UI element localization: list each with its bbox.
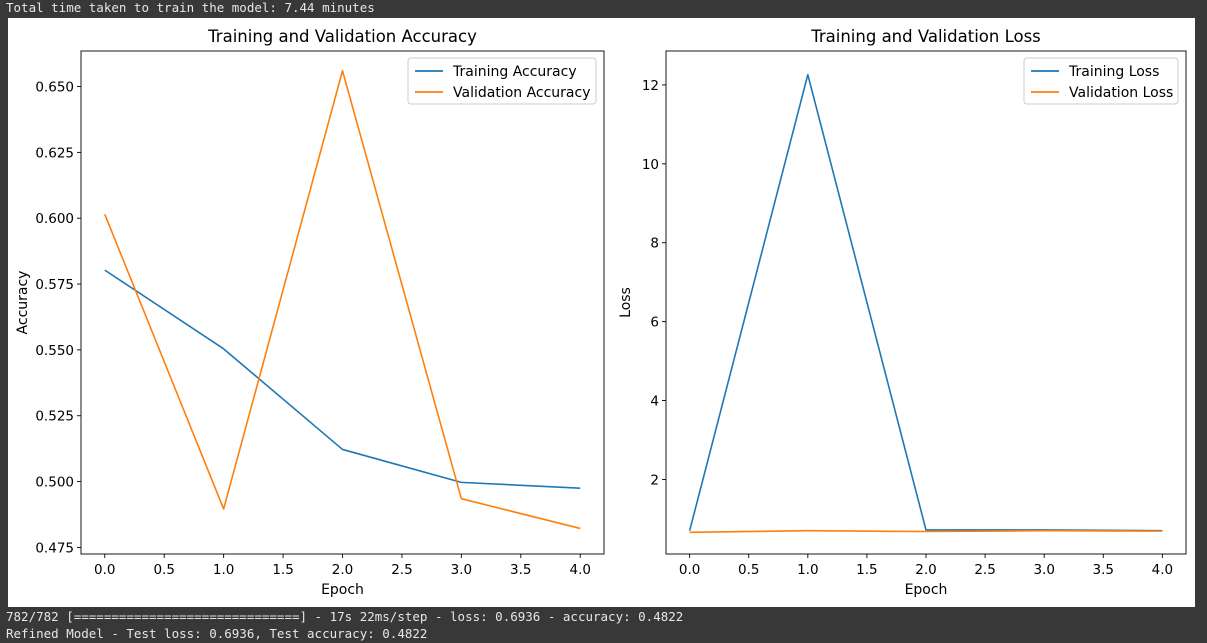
accuracy-x-tick-label: 0.0	[94, 562, 115, 578]
loss-x-tick-label: 0.5	[738, 562, 759, 578]
accuracy-chart: Training and Validation Accuracy 0.0 0.5 1.…	[15, 27, 605, 598]
accuracy-legend: Training Accuracy Validation Accuracy	[407, 57, 597, 105]
loss-chart-title: Training and Validation Loss	[810, 27, 1041, 46]
accuracy-y-tick-label: 0.500	[35, 475, 74, 491]
loss-y-tick-label: 8	[650, 236, 659, 252]
accuracy-series-line-1	[104, 269, 581, 489]
accuracy-y-tick-label: 0.575	[35, 277, 74, 293]
accuracy-x-tick-label: 1.5	[272, 562, 293, 578]
loss-y-tick-label: 12	[642, 78, 659, 94]
accuracy-y-tick-label: 0.550	[35, 343, 74, 359]
accuracy-plot-frame	[80, 50, 605, 555]
accuracy-x-tick-label: 3.5	[510, 562, 531, 578]
accuracy-x-axis-label: Epoch	[321, 582, 364, 598]
loss-legend: Training Loss Validation Loss	[1023, 57, 1179, 105]
loss-plot-frame	[665, 50, 1187, 555]
console-output-result: Refined Model - Test loss: 0.6936, Test …	[6, 626, 428, 641]
accuracy-y-tick-label: 0.525	[35, 409, 74, 425]
accuracy-x-tick-label: 2.5	[391, 562, 412, 578]
loss-y-tick-label: 2	[650, 472, 659, 488]
accuracy-y-tick-label: 0.650	[35, 80, 74, 96]
loss-y-tick-label: 4	[650, 394, 659, 410]
accuracy-legend-box	[407, 57, 597, 105]
accuracy-x-tick-label: 3.0	[451, 562, 472, 578]
accuracy-y-tick-label: 0.625	[35, 145, 74, 161]
accuracy-chart-title: Training and Validation Accuracy	[207, 27, 477, 46]
figure-panel: Training and Validation Accuracy 0.0 0.5 1.…	[8, 18, 1195, 607]
loss-y-axis-label: Loss	[618, 287, 634, 318]
charts-figure: Training and Validation Accuracy 0.0 0.5 1.…	[15, 27, 1187, 598]
accuracy-x-tick-label: 0.5	[153, 562, 174, 578]
accuracy-y-tick-label: 0.475	[35, 540, 74, 556]
loss-series-line-2	[689, 529, 1163, 534]
loss-series-line-1	[688, 73, 1163, 532]
accuracy-x-tick-label: 2.0	[332, 562, 353, 578]
accuracy-x-tick-label: 1.0	[213, 562, 234, 578]
loss-chart: Training and Validation Loss 0.0 0.5 1.0 1.5…	[618, 27, 1187, 598]
accuracy-y-axis-label: Accuracy	[15, 271, 31, 335]
accuracy-series-line-2	[104, 69, 581, 530]
console-output-top: Total time taken to train the model: 7.4…	[6, 0, 375, 15]
loss-legend-label-2: Validation Loss	[1069, 85, 1173, 101]
accuracy-x-tick-label: 4.0	[569, 562, 590, 578]
loss-x-tick-label: 1.0	[797, 562, 818, 578]
accuracy-legend-label-1: Training Accuracy	[452, 64, 577, 80]
loss-x-tick-label: 2.0	[915, 562, 936, 578]
loss-x-tick-label: 3.0	[1033, 562, 1054, 578]
accuracy-y-tick-label: 0.600	[35, 211, 74, 227]
loss-y-tick-label: 10	[642, 157, 659, 173]
loss-x-tick-label: 2.5	[974, 562, 995, 578]
loss-x-tick-label: 4.0	[1152, 562, 1173, 578]
loss-legend-label-1: Training Loss	[1068, 64, 1159, 80]
console-output-progress: 782/782 [==============================]…	[6, 609, 684, 624]
loss-legend-box	[1023, 57, 1179, 105]
loss-y-tick-label: 6	[650, 315, 659, 331]
loss-x-tick-label: 0.0	[679, 562, 700, 578]
loss-x-axis-label: Epoch	[905, 582, 948, 598]
loss-x-tick-label: 3.5	[1093, 562, 1114, 578]
loss-x-tick-label: 1.5	[856, 562, 877, 578]
accuracy-legend-label-2: Validation Accuracy	[453, 85, 591, 101]
